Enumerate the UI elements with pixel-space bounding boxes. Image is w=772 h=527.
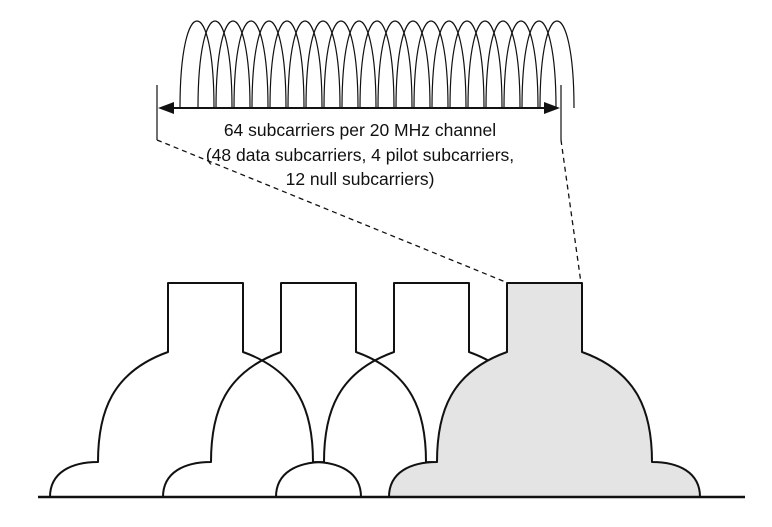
channel-mask [49, 282, 362, 498]
subcarrier-hump [197, 20, 233, 109]
subcarrier-waveforms [179, 20, 575, 109]
subcarrier-hump [323, 20, 359, 109]
zoom-line-left [156, 139, 509, 284]
subcarrier-hump [431, 20, 467, 109]
subcarrier-hump [539, 20, 575, 109]
subcarrier-caption-line2: (48 data subcarriers, 4 pilot subcarrier… [206, 145, 514, 165]
subcarrier-hump [413, 20, 449, 109]
bandwidth-arrow [156, 85, 562, 140]
subcarrier-hump [287, 20, 323, 109]
subcarrier-hump [449, 20, 485, 109]
subcarrier-hump [179, 20, 215, 109]
subcarrier-hump [233, 20, 269, 109]
subcarrier-hump [251, 20, 287, 109]
channel-mask-highlighted [388, 282, 701, 498]
subcarrier-hump [485, 20, 521, 109]
subcarrier-hump [305, 20, 341, 109]
arrowhead-right [544, 102, 560, 114]
subcarrier-caption-line3: 12 null subcarriers) [286, 169, 435, 189]
arrowhead-left [158, 102, 174, 114]
subcarrier-hump [467, 20, 503, 109]
zoom-line-right [560, 139, 582, 284]
subcarrier-hump [359, 20, 395, 109]
subcarrier-hump [269, 20, 305, 109]
subcarrier-hump [521, 20, 557, 109]
subcarrier-hump [215, 20, 251, 109]
channel-masks [49, 282, 701, 498]
subcarrier-hump [341, 20, 377, 109]
subcarrier-caption-line1: 64 subcarriers per 20 MHz channel [224, 120, 496, 140]
subcarrier-hump [377, 20, 413, 109]
subcarrier-hump [503, 20, 539, 109]
subcarrier-hump [395, 20, 431, 109]
